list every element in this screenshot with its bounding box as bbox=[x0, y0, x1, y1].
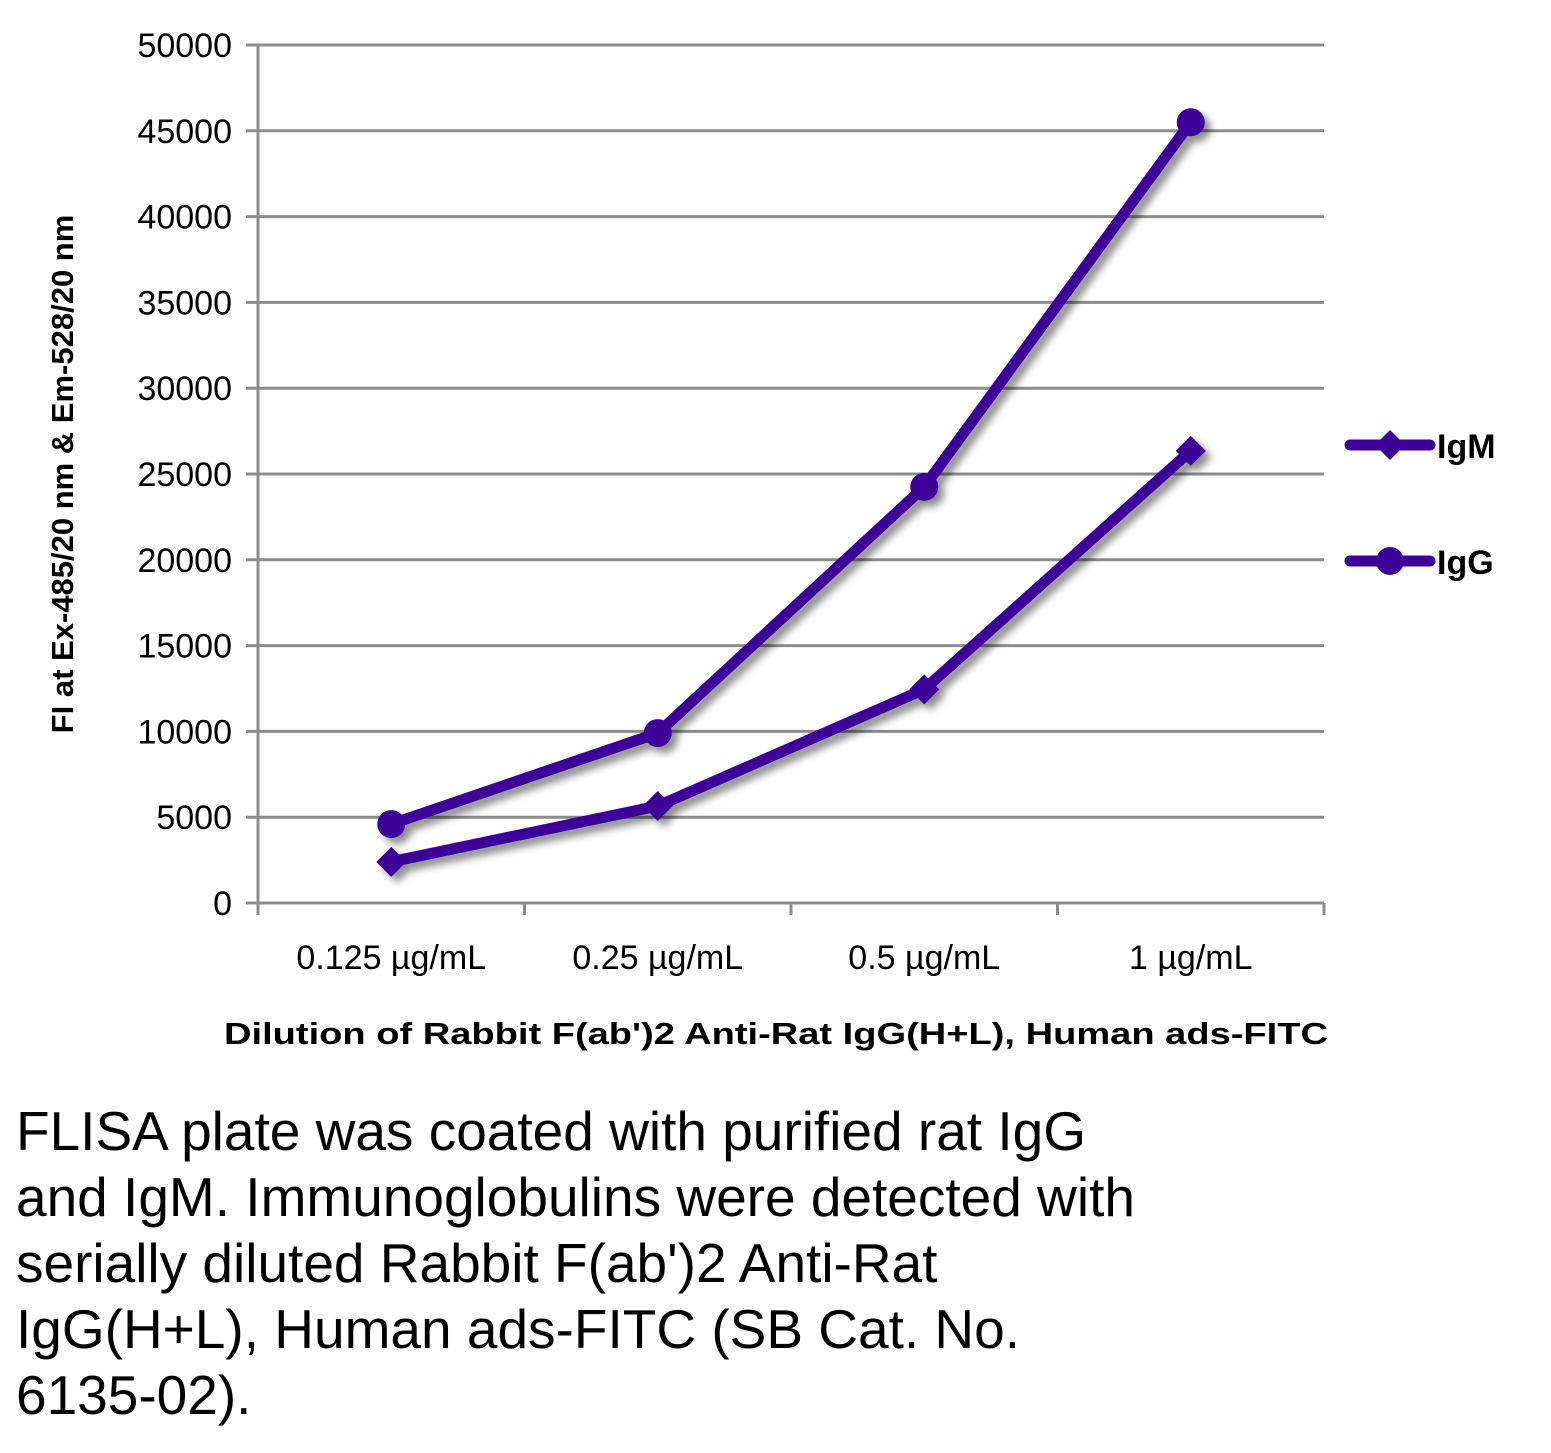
line-chart: 0 5000 10000 15000 20000 25000 30000 35000 40000… bbox=[45, 27, 1496, 1051]
caption-line: and IgM. Immunoglobulins were detected w… bbox=[16, 1166, 1135, 1228]
data-point-igm bbox=[376, 846, 407, 877]
y-tick-label: 30000 bbox=[137, 370, 232, 408]
caption-line: 6135-02). bbox=[16, 1364, 252, 1426]
y-tick-label: 50000 bbox=[137, 27, 232, 65]
y-tick-label: 40000 bbox=[137, 199, 232, 237]
legend-marker-circle-icon bbox=[1376, 547, 1404, 575]
data-point-igm bbox=[1175, 435, 1206, 466]
data-point-igg bbox=[910, 472, 939, 501]
data-point-igm bbox=[642, 791, 673, 822]
series-line-igm bbox=[385, 445, 1197, 868]
y-tick-label: 5000 bbox=[156, 799, 232, 837]
x-tick-label: 0.25 µg/mL bbox=[572, 939, 743, 977]
series-igm bbox=[376, 435, 1206, 877]
legend: IgM IgG bbox=[1344, 428, 1496, 582]
x-tick-label: 0.5 µg/mL bbox=[848, 939, 1000, 977]
y-tick-label: 20000 bbox=[137, 542, 232, 580]
series-layer bbox=[376, 108, 1206, 877]
y-tick-label: 35000 bbox=[137, 284, 232, 322]
caption-line: FLISA plate was coated with purified rat… bbox=[16, 1100, 1087, 1162]
y-tick-label: 15000 bbox=[137, 628, 232, 666]
caption-line: IgG(H+L), Human ads-FITC (SB Cat. No. bbox=[16, 1298, 1021, 1360]
data-point-igg bbox=[1176, 108, 1205, 137]
y-axis-ticks: 0 5000 10000 15000 20000 25000 30000 35000 40000… bbox=[137, 27, 232, 923]
y-tick-label: 25000 bbox=[137, 456, 232, 494]
legend-label: IgG bbox=[1437, 544, 1494, 582]
caption-line: serially diluted Rabbit F(ab')2 Anti-Rat bbox=[16, 1232, 938, 1294]
y-tick-label: 45000 bbox=[137, 113, 232, 151]
legend-item-igm: IgM bbox=[1344, 428, 1496, 466]
data-point-igg bbox=[377, 810, 406, 839]
legend-marker-diamond-icon bbox=[1375, 430, 1405, 460]
y-axis-title: FI at Ex-485/20 nm & Em-528/20 nm bbox=[45, 215, 80, 734]
y-tick-label: 10000 bbox=[137, 713, 232, 751]
series-line-igg bbox=[385, 116, 1197, 830]
y-tick-label: 0 bbox=[213, 885, 232, 923]
x-tick-label: 1 µg/mL bbox=[1129, 939, 1253, 977]
legend-label: IgM bbox=[1437, 428, 1496, 466]
x-axis-title: Dilution of Rabbit F(ab')2 Anti-Rat IgG(… bbox=[224, 1016, 1328, 1051]
data-point-igg bbox=[643, 719, 672, 748]
x-axis-ticks: 0.125 µg/mL 0.25 µg/mL 0.5 µg/mL 1 µg/mL bbox=[296, 939, 1252, 977]
x-tick-label: 0.125 µg/mL bbox=[296, 939, 486, 977]
series-igg bbox=[377, 108, 1205, 839]
figure-caption: FLISA plate was coated with purified rat… bbox=[16, 1098, 1376, 1428]
legend-item-igg: IgG bbox=[1344, 544, 1494, 582]
x-axis bbox=[256, 45, 1326, 915]
data-point-igm bbox=[909, 674, 940, 705]
